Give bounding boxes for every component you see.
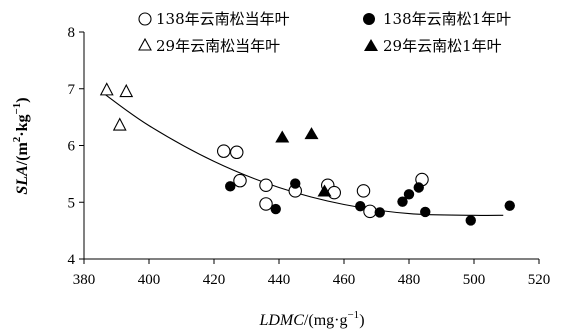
y-axis-title: SLA/(m2·kg−1) xyxy=(11,97,31,194)
data-point xyxy=(374,207,385,218)
data-point xyxy=(230,145,244,160)
legend-marker-open-circle xyxy=(138,12,152,26)
legend-item-138-one-year: 138年云南松1年叶 xyxy=(363,10,511,28)
x-ticks: 380 400 420 440 460 480 500 520 xyxy=(73,259,551,288)
data-point xyxy=(119,83,134,98)
y-tick-label: 7 xyxy=(68,82,76,98)
data-point xyxy=(225,181,236,192)
x-axis-title: LDMC/(mg·g−1) xyxy=(258,309,364,329)
data-point xyxy=(233,173,247,188)
data-point xyxy=(270,203,281,215)
data-point xyxy=(112,117,127,131)
data-point xyxy=(327,185,341,200)
data-point xyxy=(275,130,290,143)
data-point xyxy=(99,82,114,96)
y-tick-label: 6 xyxy=(68,139,76,155)
x-tick-label: 480 xyxy=(398,272,421,288)
legend-label: 138年云南松1年叶 xyxy=(383,10,511,28)
data-point xyxy=(413,182,424,193)
legend-item-29-current: 29年云南松当年叶 xyxy=(138,37,280,55)
legend-marker-filled-triangle xyxy=(364,39,378,51)
x-tick-label: 420 xyxy=(203,272,226,288)
legend-label: 138年云南松当年叶 xyxy=(156,10,290,28)
data-point xyxy=(465,215,476,226)
data-point xyxy=(504,200,515,211)
x-tick-label: 380 xyxy=(73,272,96,288)
data-point xyxy=(317,184,332,197)
y-tick-label: 4 xyxy=(68,252,76,268)
legend-marker-filled-circle xyxy=(363,13,375,25)
legend: 138年云南松当年叶 138年云南松1年叶 29年云南松当年叶 29年云南松1年… xyxy=(138,10,511,55)
legend-item-138-current: 138年云南松当年叶 xyxy=(138,10,290,28)
y-ticks: 4 5 6 7 8 xyxy=(68,25,84,268)
data-point xyxy=(217,144,231,158)
data-points xyxy=(99,82,515,226)
data-point xyxy=(403,189,415,200)
x-tick-label: 460 xyxy=(333,272,356,288)
x-tick-label: 400 xyxy=(138,272,161,288)
y-tick-label: 8 xyxy=(68,25,76,41)
data-point xyxy=(363,204,377,219)
x-tick-label: 500 xyxy=(463,272,486,288)
x-tick-label: 520 xyxy=(528,272,551,288)
data-point xyxy=(304,127,319,140)
data-point xyxy=(290,178,301,189)
data-point xyxy=(420,206,431,218)
data-point xyxy=(355,201,366,212)
legend-label: 29年云南松1年叶 xyxy=(383,37,502,55)
data-point xyxy=(397,196,408,207)
legend-label: 29年云南松当年叶 xyxy=(156,37,280,55)
data-point xyxy=(259,178,273,192)
data-point xyxy=(259,197,273,211)
data-point xyxy=(356,184,371,198)
legend-marker-open-triangle xyxy=(138,37,152,51)
x-tick-label: 440 xyxy=(268,272,291,288)
trendline xyxy=(103,92,504,216)
y-tick-label: 5 xyxy=(68,195,76,211)
legend-item-29-one-year: 29年云南松1年叶 xyxy=(364,37,502,55)
